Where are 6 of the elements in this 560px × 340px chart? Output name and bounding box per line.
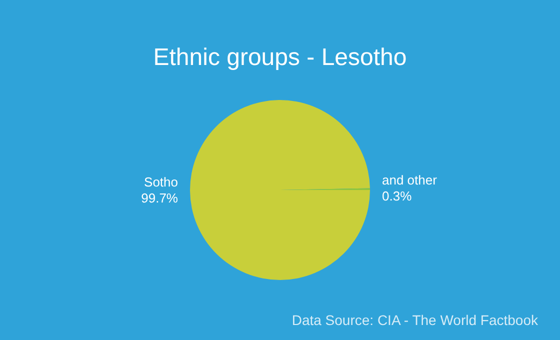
slice-label: Sotho: [144, 174, 178, 190]
chart-title: Ethnic groups - Lesotho: [152, 44, 408, 72]
slice-label: and other: [382, 172, 438, 188]
data-label: 99.7%: [141, 190, 178, 206]
source-note: Data Source: CIA - The World Factbook: [292, 312, 538, 328]
data-label: 0.3%: [382, 188, 412, 204]
